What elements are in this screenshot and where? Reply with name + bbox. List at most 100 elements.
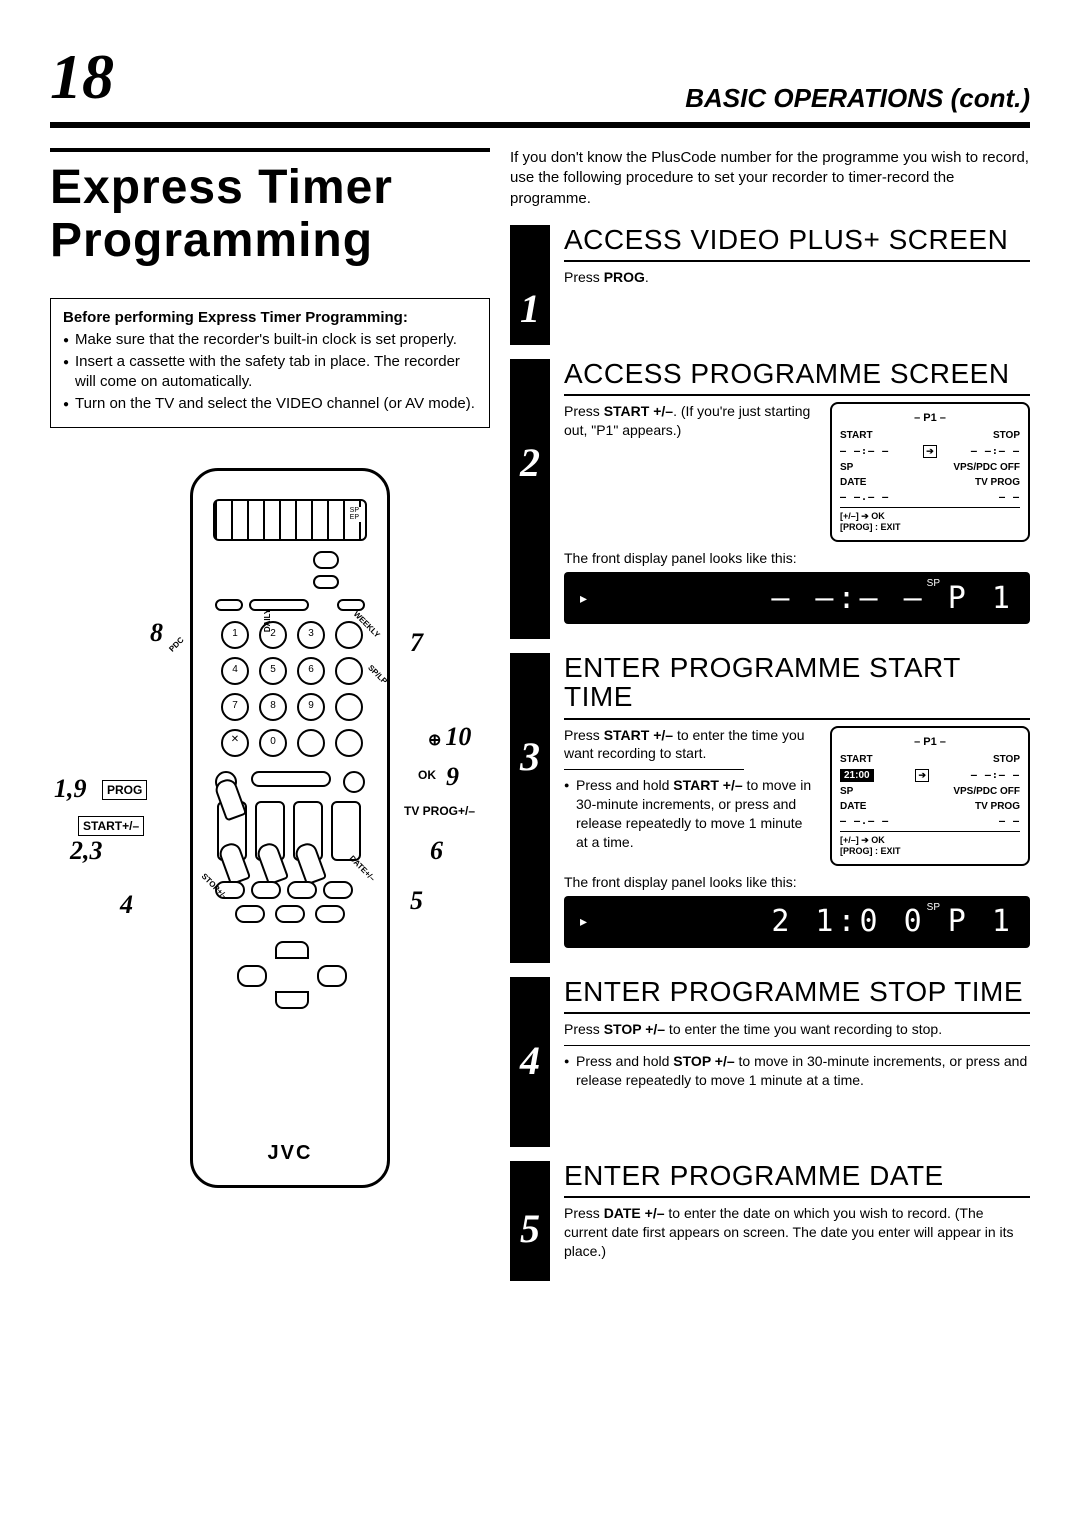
small-button: [215, 599, 243, 611]
callout-7: 7: [410, 628, 423, 658]
sub-rule: [564, 1045, 1030, 1046]
arrow-icon: ➔: [915, 769, 929, 782]
btn-blank: [335, 693, 363, 721]
callout-23: 2,3: [70, 836, 103, 866]
title-line2: Programming: [50, 214, 373, 267]
vfd-display: ▸ SP – –:– – P 1: [564, 572, 1030, 624]
lcd-label: SP: [840, 462, 853, 473]
mid-button: [251, 771, 331, 787]
step-5-title: ENTER PROGRAMME DATE: [564, 1161, 1030, 1190]
step-rule: [564, 718, 1030, 720]
arrow-icon: ➔: [923, 445, 937, 458]
lcd-label: VPS/PDC OFF: [953, 786, 1020, 797]
lcd-label: START: [840, 754, 873, 765]
text: Press: [564, 403, 604, 419]
lcd-label: DATE: [840, 801, 866, 812]
lcd-val: – –.– –: [840, 816, 889, 827]
btn-func: [335, 729, 363, 757]
step-4-text: Press STOP +/– to enter the time you wan…: [564, 1020, 1030, 1090]
step-1-num: 1: [520, 285, 540, 332]
callout-10: ⊕ 10: [428, 722, 471, 752]
num-6: 6: [297, 657, 325, 685]
step-3-title: ENTER PROGRAMME START TIME: [564, 653, 1030, 712]
step-5: 5 ENTER PROGRAMME DATE Press DATE +/– to…: [510, 1161, 1030, 1281]
step-2: 2 ACCESS PROGRAMME SCREEN Press START +/…: [510, 359, 1030, 639]
page-number: 18: [50, 40, 114, 114]
display-value: 2 1:0 0 P 1: [771, 904, 1014, 939]
label-start: START+/–: [78, 816, 144, 836]
small-button: [313, 575, 339, 589]
num-4: 4: [221, 657, 249, 685]
lcd-val: – –: [999, 816, 1020, 827]
button-ref: START +/–: [604, 403, 673, 419]
nav-left: [237, 965, 267, 987]
title-line1: Express Timer: [50, 161, 393, 214]
callout-8: 8: [150, 618, 163, 648]
text: Press: [564, 1021, 604, 1037]
btn-func: [297, 729, 325, 757]
step-rule: [564, 260, 1030, 262]
section-header: BASIC OPERATIONS (cont.): [685, 83, 1030, 114]
lcd-val: – –:– –: [971, 770, 1020, 781]
lcd-hint: [+/–] ➔ OK: [840, 511, 885, 521]
num-0: 0: [259, 729, 287, 757]
lcd-label: STOP: [993, 754, 1020, 765]
diag-pdc: PDC: [167, 635, 185, 653]
vfd-display: ▸ SP 2 1:0 0 P 1: [564, 896, 1030, 948]
cancel-button: ✕: [221, 729, 249, 757]
step-1-text: Press PROG.: [564, 268, 1030, 287]
button-ref: STOP +/–: [604, 1021, 665, 1037]
text: Press: [564, 269, 604, 285]
step-3-num: 3: [520, 733, 540, 780]
btn-blank: [335, 621, 363, 649]
transport-button: [323, 881, 353, 899]
text: Press: [564, 1205, 604, 1221]
lcd-hint: [PROG] : EXIT: [840, 846, 901, 856]
transport-button: [251, 881, 281, 899]
remote-lcd: [213, 499, 367, 541]
lcd-val: – –:– –: [840, 446, 889, 457]
prerequisite-box: Before performing Express Timer Programm…: [50, 298, 490, 428]
lcd-label: DATE: [840, 477, 866, 488]
small-button: [337, 599, 365, 611]
callout-9: 9: [446, 762, 459, 792]
transport-button: [275, 905, 305, 923]
step-2-title: ACCESS PROGRAMME SCREEN: [564, 359, 1030, 388]
step-2-text: Press START +/–. (If you're just startin…: [564, 402, 818, 440]
lcd-label: VPS/PDC OFF: [953, 462, 1020, 473]
rocker-button: [331, 801, 361, 861]
lcd-hint: [+/–] ➔ OK: [840, 835, 885, 845]
main-title: Express Timer Programming: [50, 162, 490, 268]
button-ref: DATE +/–: [604, 1205, 665, 1221]
step-rule: [564, 1012, 1030, 1014]
sub-rule: [564, 769, 744, 770]
callout-19: 1,9: [54, 774, 87, 804]
callout-6: 6: [430, 836, 443, 866]
button-ref: START +/–: [673, 777, 742, 793]
transport-button: [315, 905, 345, 923]
ok-button: [343, 771, 365, 793]
step-3: 3 ENTER PROGRAMME START TIME Press START…: [510, 653, 1030, 963]
nav-down: [275, 991, 309, 1009]
lcd-hint: [PROG] : EXIT: [840, 522, 901, 532]
lcd-val: – –:– –: [971, 446, 1020, 457]
lcd-label: STOP: [993, 430, 1020, 441]
callout-10-num: 10: [445, 722, 471, 751]
lcd-val-highlight: 21:00: [840, 769, 874, 782]
step-4-num: 4: [520, 1037, 540, 1084]
transport-button: [287, 881, 317, 899]
lcd-label: TV PROG: [975, 477, 1020, 488]
step-4-title: ENTER PROGRAMME STOP TIME: [564, 977, 1030, 1006]
num-9: 9: [297, 693, 325, 721]
step-rule: [564, 394, 1030, 396]
num-7: 7: [221, 693, 249, 721]
intro-text: If you don't know the PlusCode number fo…: [510, 148, 1030, 209]
remote-body: 1 2 3 4 5 6 7 8 9 ✕ 0: [190, 468, 390, 1188]
num-8: 8: [259, 693, 287, 721]
nav-up: [275, 941, 309, 959]
sp-indicator: SP: [927, 902, 940, 913]
num-3: 3: [297, 621, 325, 649]
step-4-bullet: Press and hold STOP +/– to move in 30-mi…: [576, 1052, 1030, 1090]
step-5-text: Press DATE +/– to enter the date on whic…: [564, 1204, 1030, 1261]
play-icon: ▸: [580, 913, 587, 930]
